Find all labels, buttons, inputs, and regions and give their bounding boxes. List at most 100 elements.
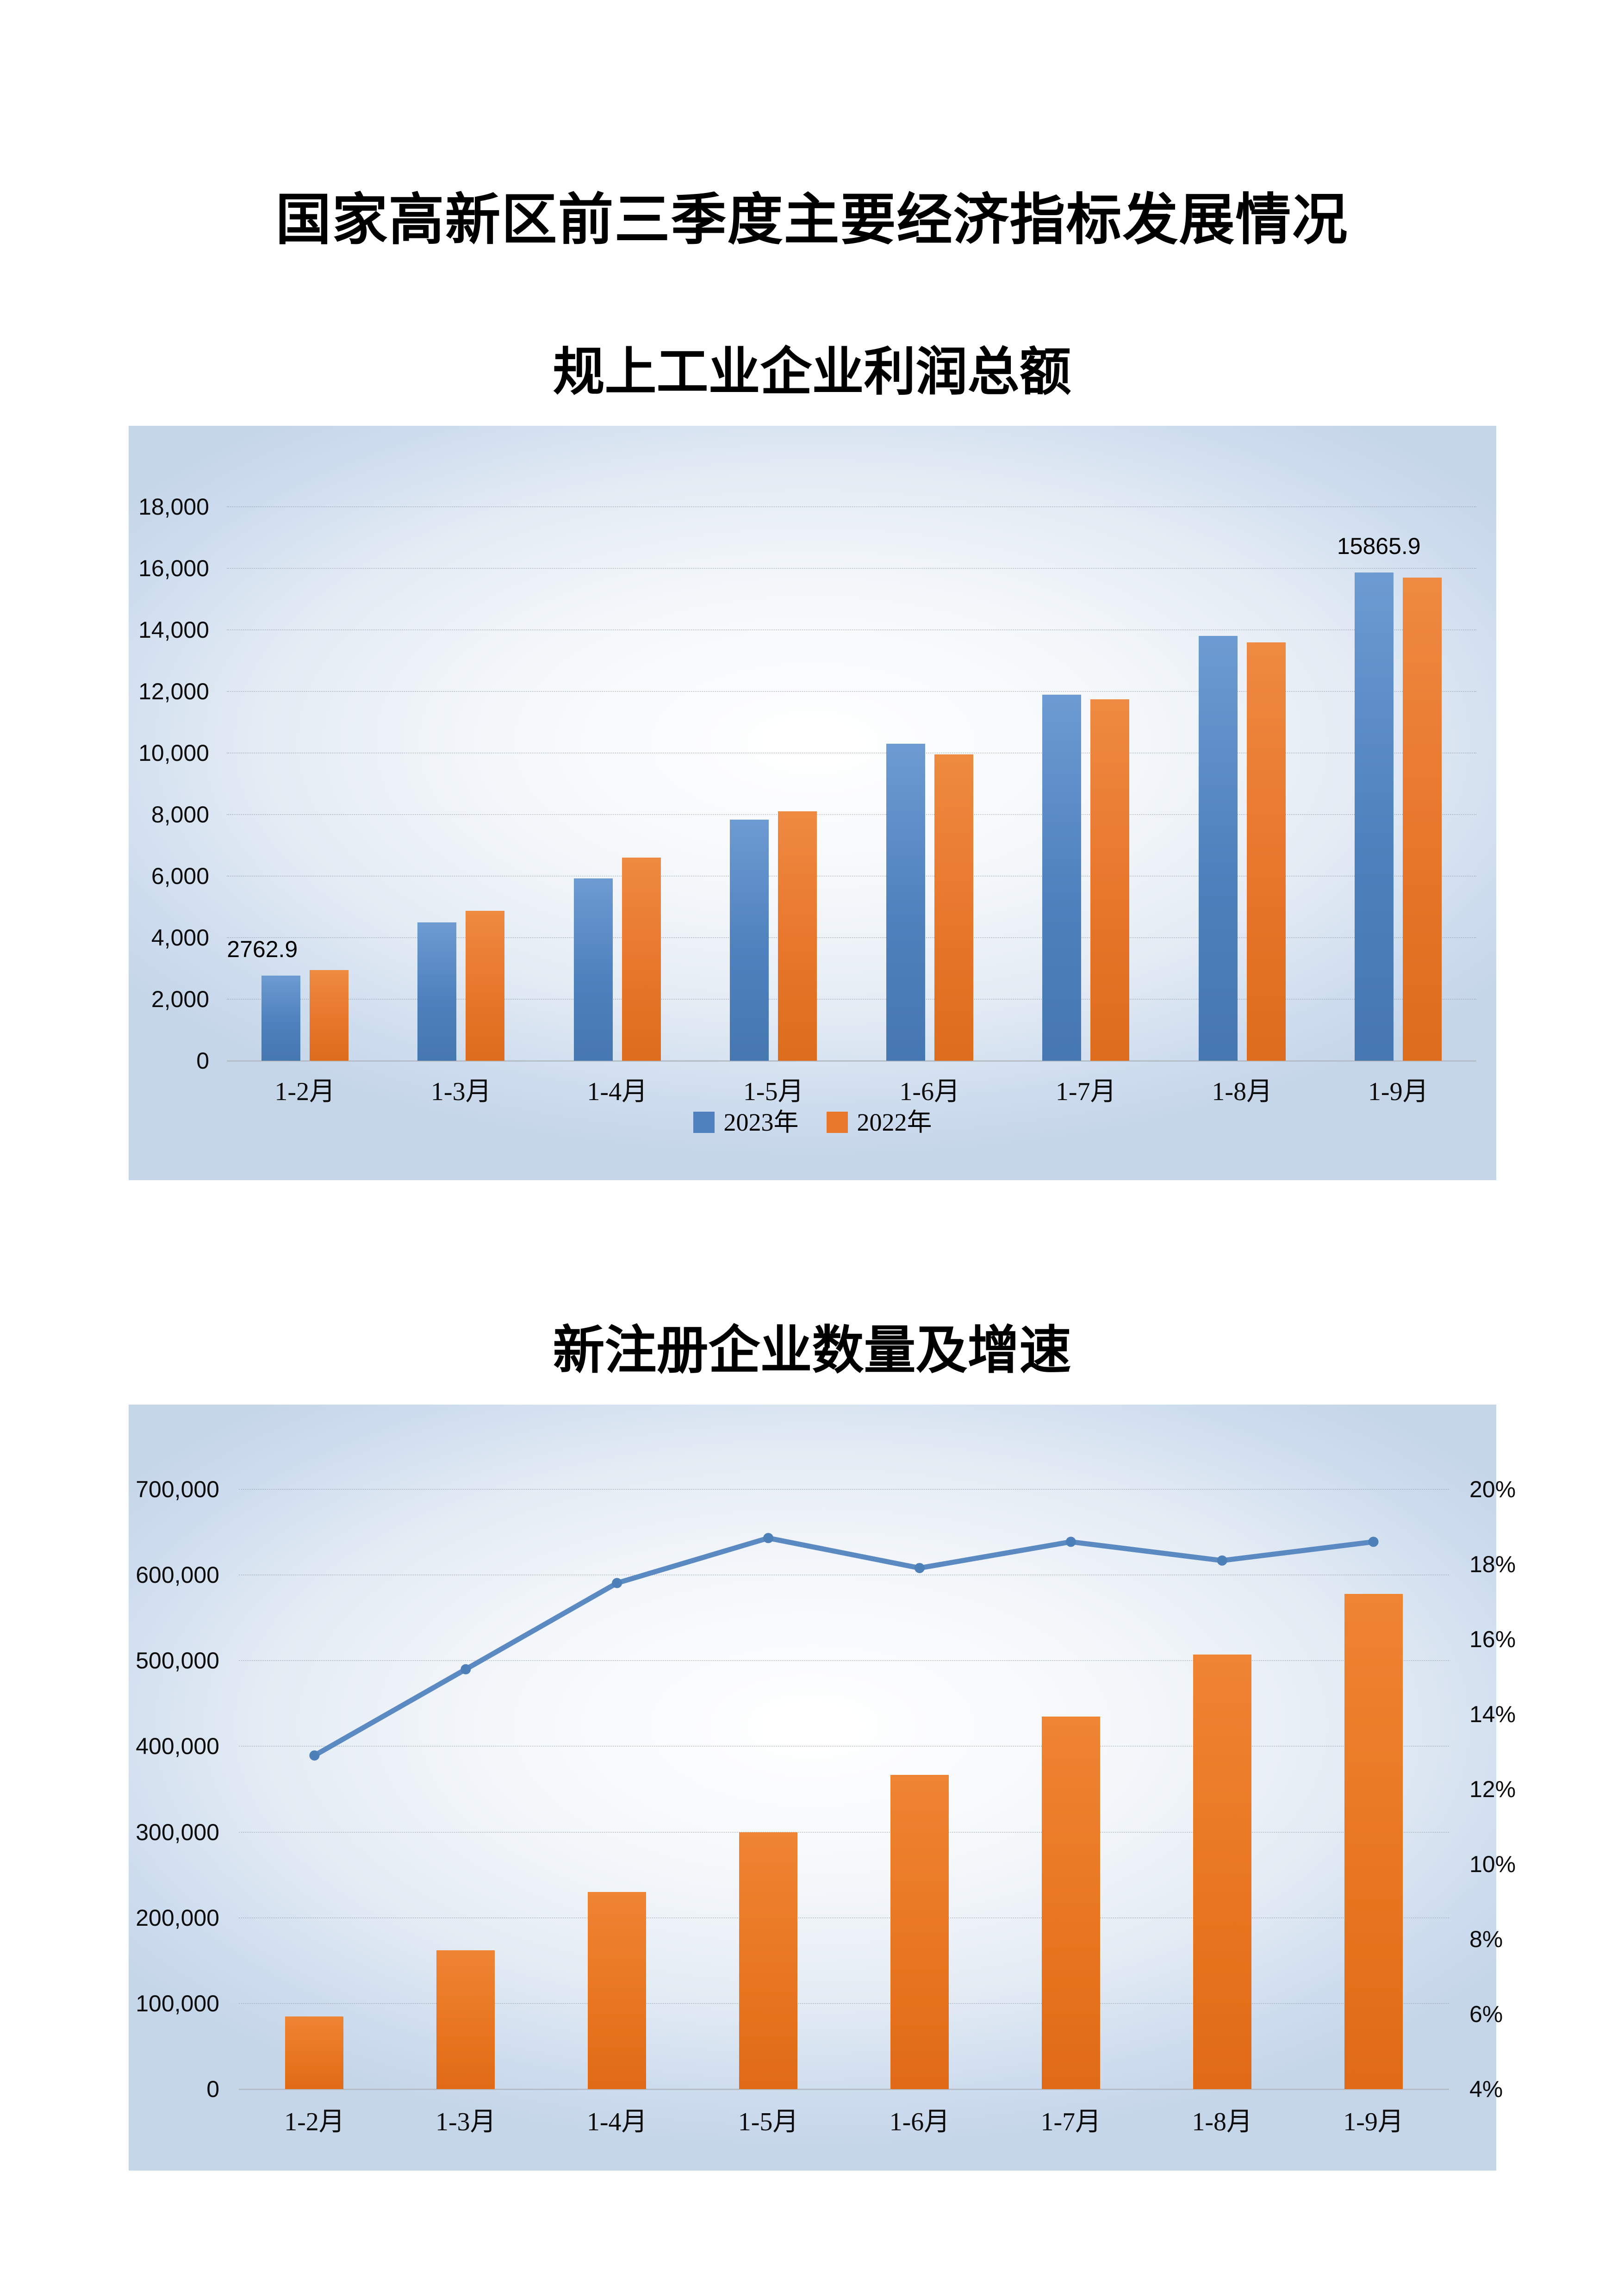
- line-marker: [763, 1533, 774, 1543]
- bar-2023年-1-7月: [1042, 695, 1082, 1061]
- bar-2023年-1-5月: [730, 820, 769, 1061]
- gridline: [227, 691, 1476, 692]
- y-axis-tick-label: 12,000: [138, 678, 209, 704]
- category-label: 1-6月: [899, 1077, 960, 1106]
- left-axis-tick-label: 700,000: [136, 1476, 219, 1502]
- line-marker: [460, 1664, 471, 1674]
- bar-2023年-1-9月: [1355, 572, 1394, 1061]
- y-axis-tick-label: 2,000: [151, 986, 209, 1012]
- category-label: 1-7月: [1055, 1077, 1116, 1106]
- growth-rate-line-series: [309, 1533, 1379, 1761]
- y-axis-tick-label: 4,000: [151, 925, 209, 951]
- gridline: [239, 1746, 1449, 1747]
- line-marker: [1368, 1537, 1379, 1547]
- gridline: [227, 629, 1476, 630]
- gridline: [239, 1574, 1449, 1576]
- bar-1-9月: [1344, 1594, 1403, 2089]
- data-label: 15865.9: [1337, 533, 1421, 559]
- bar-2023年-1-4月: [573, 878, 613, 1061]
- chart1-title: 规上工业企业利润总额: [553, 344, 1071, 401]
- gridline: [239, 2003, 1449, 2004]
- right-axis-tick-label: 14%: [1469, 1701, 1516, 1727]
- legend-swatch: [826, 1112, 848, 1133]
- right-axis-tick-label: 16%: [1469, 1626, 1516, 1652]
- line-marker: [612, 1578, 622, 1588]
- bar-2023年-1-3月: [417, 922, 457, 1061]
- bar-2022年-1-5月: [778, 811, 817, 1061]
- bar-1-3月: [436, 1950, 495, 2089]
- right-axis-tick-label: 20%: [1469, 1476, 1516, 1502]
- right-axis-tick-label: 12%: [1469, 1776, 1516, 1802]
- legend-label: 2022年: [857, 1108, 932, 1136]
- y-axis-tick-label: 6,000: [151, 863, 209, 889]
- y-axis-tick-label: 0: [196, 1048, 209, 1074]
- legend-item: 2023年: [693, 1110, 799, 1135]
- category-label: 1-3月: [435, 2108, 496, 2136]
- left-axis-tick-label: 0: [206, 2076, 219, 2102]
- bar-2023年-1-8月: [1198, 636, 1238, 1061]
- left-axis-tick-label: 600,000: [136, 1562, 219, 1588]
- y-axis-tick-label: 18,000: [138, 494, 209, 520]
- bar-1-8月: [1193, 1655, 1251, 2089]
- gridline: [239, 1489, 1449, 1490]
- right-axis-tick-label: 6%: [1469, 2001, 1503, 2027]
- chart1-plot: 0 2,000 4,000 6,000 8,000 10,000 12,000 14,000 1…: [138, 495, 1476, 1106]
- bar-1-5月: [739, 1832, 798, 2089]
- legend-label: 2023年: [723, 1108, 799, 1136]
- chart1-legend: 2023年 2022年: [129, 1110, 1496, 1135]
- right-axis-tick-label: 10%: [1469, 1851, 1516, 1877]
- bar-2023年-1-2月: [261, 976, 300, 1061]
- page-title: 国家高新区前三季度主要经济指标发展情况: [275, 189, 1349, 251]
- gridline: [227, 937, 1476, 938]
- gridline: [227, 568, 1476, 569]
- bar-1-6月: [890, 1775, 949, 2089]
- gridline: [227, 1060, 1476, 1062]
- category-label: 1-4月: [586, 2108, 647, 2136]
- left-axis-tick-label: 400,000: [136, 1733, 219, 1760]
- gridline: [227, 814, 1476, 815]
- category-label: 1-5月: [743, 1077, 804, 1106]
- right-axis-tick-label: 4%: [1469, 2076, 1503, 2102]
- bar-2022年-1-3月: [466, 911, 505, 1061]
- category-label: 1-2月: [274, 1077, 336, 1106]
- y-axis-tick-label: 8,000: [151, 802, 209, 828]
- data-label: 2762.9: [227, 936, 298, 962]
- bar-2022年-1-2月: [309, 970, 348, 1061]
- gridline: [239, 2089, 1449, 2090]
- gridline: [227, 999, 1476, 1000]
- y-axis-tick-label: 16,000: [138, 555, 209, 581]
- left-axis-tick-label: 100,000: [136, 1990, 219, 2016]
- y-axis-tick-label: 10,000: [138, 740, 209, 766]
- line-marker: [1217, 1555, 1227, 1566]
- category-label: 1-9月: [1343, 2108, 1404, 2136]
- line-path: [311, 1535, 1376, 1758]
- line-marker: [309, 1750, 320, 1761]
- legend-swatch: [693, 1112, 715, 1133]
- line-marker: [1065, 1537, 1076, 1547]
- bar-1-7月: [1041, 1717, 1100, 2089]
- left-axis-tick-label: 500,000: [136, 1648, 219, 1674]
- line-marker: [914, 1563, 925, 1574]
- gridline: [239, 1660, 1449, 1661]
- legend-item: 2022年: [826, 1108, 932, 1136]
- gridline: [239, 1917, 1449, 1918]
- chart2-plot: 0 100,000 200,000 300,000 400,000 500,000 600,…: [136, 1478, 1516, 2136]
- left-axis-tick-label: 200,000: [136, 1904, 219, 1931]
- category-label: 1-8月: [1212, 1077, 1273, 1106]
- bar-2022年-1-8月: [1246, 642, 1286, 1061]
- category-label: 1-9月: [1368, 1077, 1429, 1106]
- gridline: [227, 876, 1476, 877]
- bar-2022年-1-7月: [1090, 699, 1130, 1061]
- left-axis-tick-label: 300,000: [136, 1819, 219, 1845]
- category-label: 1-8月: [1192, 2108, 1253, 2136]
- bar-2022年-1-9月: [1403, 578, 1442, 1061]
- category-label: 1-7月: [1040, 2108, 1101, 2136]
- chart2-panel: 0 100,000 200,000 300,000 400,000 500,000 600,…: [129, 1405, 1516, 2171]
- category-label: 1-2月: [284, 2108, 345, 2136]
- bar-2022年-1-4月: [622, 858, 661, 1061]
- bar-1-4月: [588, 1892, 647, 2089]
- bar-1-2月: [285, 2016, 344, 2089]
- right-axis-tick-label: 18%: [1469, 1551, 1516, 1577]
- category-label: 1-3月: [430, 1077, 492, 1106]
